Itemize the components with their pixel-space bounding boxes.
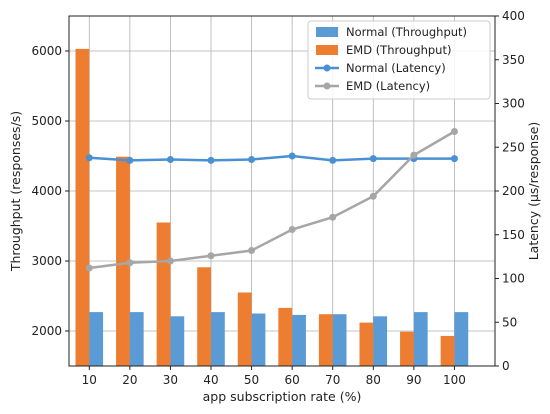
legend-label: Normal (Latency) bbox=[346, 61, 446, 75]
y-tick-label-left: 6000 bbox=[31, 44, 62, 58]
point-emd-latency bbox=[126, 259, 134, 267]
bar-normal-throughput bbox=[170, 316, 185, 366]
y-tick-label-left: 3000 bbox=[31, 254, 62, 268]
point-emd-latency bbox=[166, 257, 174, 265]
y-tick-label-right: 300 bbox=[502, 97, 525, 111]
bar-layer bbox=[75, 48, 469, 367]
x-tick-label: 100 bbox=[443, 373, 466, 387]
line-layer bbox=[85, 128, 458, 272]
x-tick-label: 40 bbox=[203, 373, 218, 387]
x-tick-label: 60 bbox=[285, 373, 300, 387]
bar-emd-throughput bbox=[359, 322, 374, 366]
x-tick-label: 10 bbox=[82, 373, 97, 387]
bar-emd-throughput bbox=[318, 314, 333, 366]
y-tick-label-right: 50 bbox=[502, 315, 517, 329]
bar-normal-throughput bbox=[332, 314, 347, 366]
tick-layer: 10 20 30 40 50 60 70 80 90 1002000300040005000600… bbox=[31, 9, 524, 387]
point-normal-latency bbox=[248, 156, 256, 163]
y-tick-label-right: 0 bbox=[502, 359, 510, 373]
y-tick-label-right: 400 bbox=[502, 9, 525, 23]
y-tick-label-left: 4000 bbox=[31, 184, 62, 198]
bar-emd-throughput bbox=[116, 156, 130, 366]
line-normal-latency bbox=[89, 154, 455, 162]
bar-normal-throughput bbox=[413, 312, 428, 366]
point-emd-latency bbox=[288, 226, 296, 233]
y-tick-label-left: 5000 bbox=[31, 114, 62, 128]
point-emd-latency bbox=[85, 264, 93, 272]
point-normal-latency bbox=[450, 155, 458, 163]
legend-box bbox=[307, 20, 491, 100]
point-normal-latency bbox=[288, 152, 296, 160]
bar-emd-throughput bbox=[278, 307, 293, 366]
y-tick-label-left: 2000 bbox=[31, 324, 62, 338]
x-tick-label: 50 bbox=[244, 373, 259, 387]
bar-normal-throughput bbox=[89, 312, 104, 366]
bar-emd-throughput bbox=[237, 292, 252, 366]
point-emd-latency bbox=[410, 151, 418, 159]
legend-label: EMD (Throughput) bbox=[346, 43, 451, 57]
line-emd-latency bbox=[89, 130, 456, 270]
y-tick-label-right: 200 bbox=[502, 184, 525, 198]
legend-bar-swatch bbox=[316, 27, 338, 37]
legend-marker-swatch bbox=[323, 82, 331, 90]
bar-emd-throughput bbox=[440, 335, 455, 366]
x-axis-title: app subscription rate (%) bbox=[203, 389, 362, 404]
bar-emd-throughput bbox=[400, 331, 414, 366]
x-tick-label: 70 bbox=[325, 373, 340, 387]
y-axis-title-right: Latency (µs/response) bbox=[526, 122, 541, 261]
x-tick-label: 80 bbox=[366, 373, 381, 387]
legend: Normal (Throughput) EMD (Throughput) Norma… bbox=[307, 20, 491, 100]
y-tick-label-right: 150 bbox=[502, 228, 525, 242]
bar-emd-throughput bbox=[197, 267, 211, 366]
legend-bar-swatch bbox=[316, 45, 338, 55]
legend-label: Normal (Throughput) bbox=[346, 25, 467, 39]
x-tick-label: 30 bbox=[163, 373, 178, 387]
x-tick-label: 20 bbox=[122, 373, 137, 387]
y-axis-title-left: Throughput (responses/s) bbox=[8, 111, 23, 272]
bar-emd-throughput bbox=[156, 222, 171, 366]
point-emd-latency bbox=[369, 192, 377, 200]
point-normal-latency bbox=[329, 156, 337, 164]
legend-marker-swatch bbox=[323, 64, 331, 72]
legend-label: EMD (Latency) bbox=[346, 79, 430, 93]
bar-normal-throughput bbox=[454, 312, 469, 366]
y-tick-label-right: 350 bbox=[502, 53, 525, 67]
bar-normal-throughput bbox=[373, 316, 388, 366]
point-emd-latency bbox=[207, 252, 215, 260]
point-normal-latency bbox=[369, 155, 377, 163]
bar-normal-throughput bbox=[211, 312, 225, 366]
y-tick-label-right: 100 bbox=[502, 272, 525, 286]
bar-normal-throughput bbox=[292, 314, 306, 366]
bar-normal-throughput bbox=[129, 312, 144, 366]
point-emd-latency bbox=[248, 247, 256, 254]
point-emd-latency bbox=[329, 213, 337, 221]
point-normal-latency bbox=[207, 156, 215, 164]
point-normal-latency bbox=[166, 156, 174, 163]
bar-normal-throughput bbox=[251, 313, 266, 366]
y-tick-label-right: 250 bbox=[502, 140, 525, 154]
point-normal-latency bbox=[126, 156, 134, 164]
x-tick-label: 90 bbox=[406, 373, 421, 387]
point-normal-latency bbox=[85, 154, 93, 162]
bar-emd-throughput bbox=[75, 48, 90, 367]
point-emd-latency bbox=[450, 128, 458, 135]
